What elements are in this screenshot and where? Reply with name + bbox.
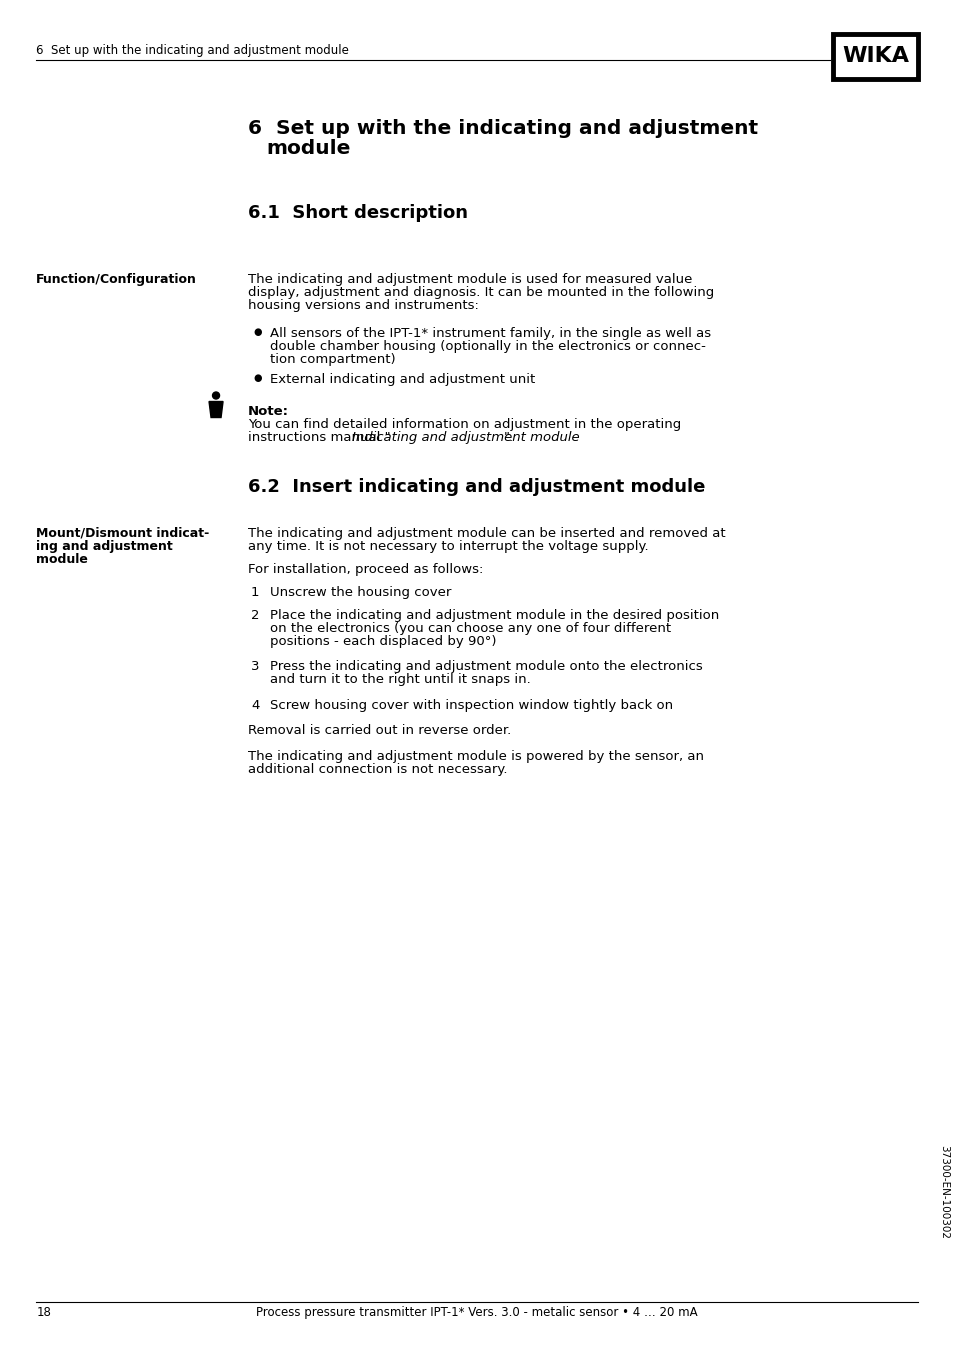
Text: 18: 18 bbox=[36, 1307, 51, 1319]
Text: ●: ● bbox=[253, 374, 261, 383]
Text: 4: 4 bbox=[251, 699, 259, 712]
Text: Process pressure transmitter IPT-1* Vers. 3.0 - metalic sensor • 4 … 20 mA: Process pressure transmitter IPT-1* Vers… bbox=[256, 1307, 697, 1319]
Text: ing and adjustment: ing and adjustment bbox=[36, 540, 172, 552]
Text: All sensors of the IPT-1* instrument family, in the single as well as: All sensors of the IPT-1* instrument fam… bbox=[270, 326, 710, 340]
Text: Mount/Dismount indicat-: Mount/Dismount indicat- bbox=[36, 527, 210, 540]
Text: tion compartment): tion compartment) bbox=[270, 352, 395, 366]
Text: ".: ". bbox=[503, 431, 514, 444]
Text: 3: 3 bbox=[251, 661, 259, 673]
Text: 37300-EN-100302: 37300-EN-100302 bbox=[938, 1144, 948, 1239]
Text: Indicating and adjustment module: Indicating and adjustment module bbox=[352, 431, 578, 444]
Text: module: module bbox=[36, 552, 88, 566]
Text: housing versions and instruments:: housing versions and instruments: bbox=[248, 299, 478, 311]
Text: instructions manual ": instructions manual " bbox=[248, 431, 391, 444]
Text: WIKA: WIKA bbox=[841, 46, 908, 66]
Text: 2: 2 bbox=[251, 609, 259, 621]
Text: Place the indicating and adjustment module in the desired position: Place the indicating and adjustment modu… bbox=[270, 609, 719, 621]
Text: For installation, proceed as follows:: For installation, proceed as follows: bbox=[248, 563, 483, 575]
Text: additional connection is not necessary.: additional connection is not necessary. bbox=[248, 762, 507, 776]
Circle shape bbox=[213, 393, 219, 399]
Text: any time. It is not necessary to interrupt the voltage supply.: any time. It is not necessary to interru… bbox=[248, 540, 648, 552]
Text: Note:: Note: bbox=[248, 405, 289, 418]
Bar bbox=[832, 34, 917, 79]
Text: External indicating and adjustment unit: External indicating and adjustment unit bbox=[270, 374, 535, 386]
Text: module: module bbox=[266, 139, 350, 158]
Text: double chamber housing (optionally in the electronics or connec-: double chamber housing (optionally in th… bbox=[270, 340, 705, 352]
Text: Removal is carried out in reverse order.: Removal is carried out in reverse order. bbox=[248, 724, 511, 738]
Text: Unscrew the housing cover: Unscrew the housing cover bbox=[270, 586, 451, 598]
Text: 6.2  Insert indicating and adjustment module: 6.2 Insert indicating and adjustment mod… bbox=[248, 478, 704, 496]
Text: Press the indicating and adjustment module onto the electronics: Press the indicating and adjustment modu… bbox=[270, 661, 702, 673]
Text: The indicating and adjustment module can be inserted and removed at: The indicating and adjustment module can… bbox=[248, 527, 725, 540]
Text: ●: ● bbox=[253, 326, 261, 337]
Text: The indicating and adjustment module is used for measured value: The indicating and adjustment module is … bbox=[248, 274, 692, 286]
Text: 6  Set up with the indicating and adjustment: 6 Set up with the indicating and adjustm… bbox=[248, 119, 758, 138]
Text: You can find detailed information on adjustment in the operating: You can find detailed information on adj… bbox=[248, 418, 680, 431]
Text: 6  Set up with the indicating and adjustment module: 6 Set up with the indicating and adjustm… bbox=[36, 43, 349, 57]
Polygon shape bbox=[209, 402, 223, 417]
Text: Function/Configuration: Function/Configuration bbox=[36, 274, 197, 286]
Text: 6.1  Short description: 6.1 Short description bbox=[248, 204, 468, 222]
Text: on the electronics (you can choose any one of four different: on the electronics (you can choose any o… bbox=[270, 621, 671, 635]
Text: and turn it to the right until it snaps in.: and turn it to the right until it snaps … bbox=[270, 673, 530, 686]
Text: positions - each displaced by 90°): positions - each displaced by 90°) bbox=[270, 635, 496, 647]
Text: The indicating and adjustment module is powered by the sensor, an: The indicating and adjustment module is … bbox=[248, 750, 703, 764]
Text: Screw housing cover with inspection window tightly back on: Screw housing cover with inspection wind… bbox=[270, 699, 673, 712]
Text: 1: 1 bbox=[251, 586, 259, 598]
Text: display, adjustment and diagnosis. It can be mounted in the following: display, adjustment and diagnosis. It ca… bbox=[248, 286, 714, 299]
